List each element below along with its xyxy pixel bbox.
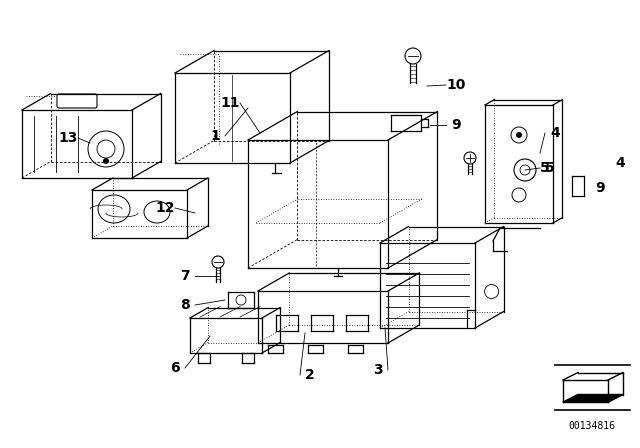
Text: 5: 5: [540, 161, 550, 175]
Text: 9: 9: [595, 181, 605, 195]
Text: 2: 2: [305, 368, 315, 382]
Text: 11: 11: [220, 96, 240, 110]
Text: 8: 8: [180, 298, 190, 312]
Polygon shape: [563, 395, 623, 402]
Text: 00134816: 00134816: [568, 421, 616, 431]
Text: 9: 9: [451, 118, 461, 132]
Text: 13: 13: [58, 131, 77, 145]
Text: 6: 6: [170, 361, 180, 375]
Text: 4: 4: [615, 156, 625, 170]
Text: 7: 7: [180, 269, 190, 283]
Circle shape: [103, 158, 109, 164]
Text: 12: 12: [156, 201, 175, 215]
Text: 4: 4: [550, 126, 560, 140]
Circle shape: [516, 132, 522, 138]
Text: 3: 3: [373, 363, 383, 377]
Text: 10: 10: [446, 78, 466, 92]
Text: 5: 5: [545, 161, 555, 175]
Text: 1: 1: [210, 129, 220, 143]
